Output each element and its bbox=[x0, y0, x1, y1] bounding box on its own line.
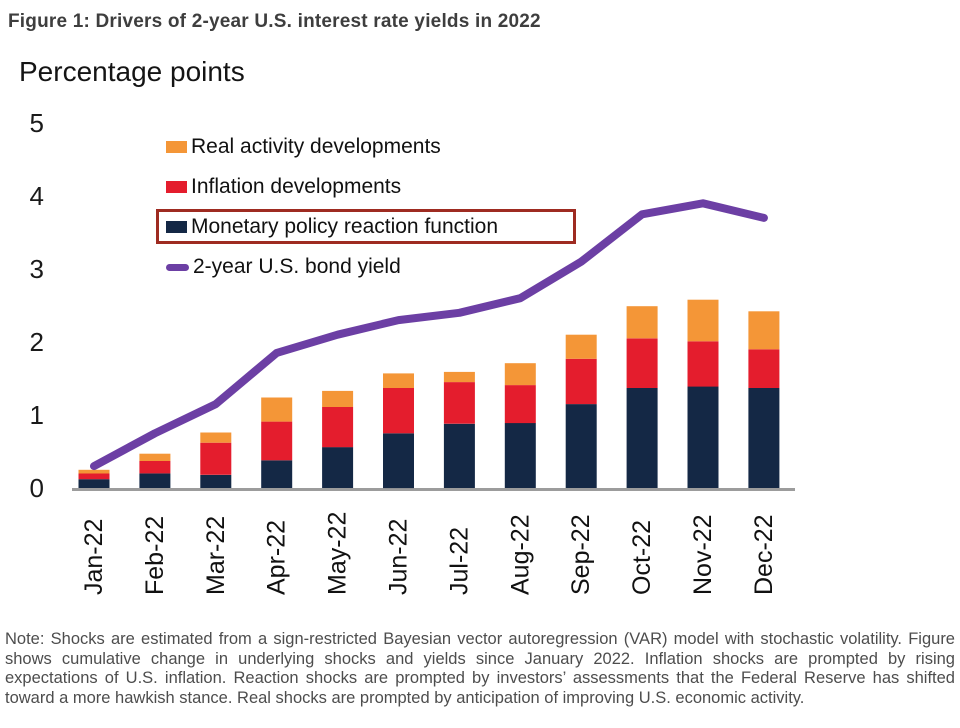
real-activity-swatch bbox=[166, 141, 187, 153]
bar-segment bbox=[748, 349, 780, 388]
x-tick-label: May-22 bbox=[324, 512, 352, 595]
bar-segment bbox=[565, 358, 597, 405]
x-tick-label: Oct-22 bbox=[628, 520, 656, 595]
bar-segment bbox=[139, 461, 171, 474]
legend-item-inflation: Inflation developments bbox=[166, 167, 498, 207]
bar-segment bbox=[139, 453, 171, 461]
y-tick-label: 2 bbox=[30, 327, 44, 357]
figure-note: Note: Shocks are estimated from a sign-r… bbox=[5, 630, 955, 707]
legend-item-label: Inflation developments bbox=[191, 175, 402, 198]
bar-segment bbox=[748, 311, 780, 350]
y-tick-label: 3 bbox=[30, 254, 44, 284]
bar-segment bbox=[565, 334, 597, 359]
bar-segment bbox=[443, 382, 475, 424]
bar-segment bbox=[383, 433, 414, 489]
bar-segment bbox=[78, 479, 110, 488]
stacked-bar-line-chart: 0 1 2 3 4 5 Jan-22 Feb-22 Mar-22 Apr-22 May-22 Jun-… bbox=[30, 108, 795, 595]
bar-segment bbox=[687, 386, 719, 488]
bar-segment bbox=[322, 407, 354, 448]
bar-segment bbox=[322, 390, 354, 407]
bar-segment bbox=[261, 460, 293, 488]
bond-yield-line bbox=[90, 199, 768, 471]
bar-segment bbox=[443, 371, 475, 383]
bar-segment bbox=[748, 388, 780, 488]
x-tick-label: Mar-22 bbox=[202, 516, 230, 595]
legend-item-real-activity: Real activity developments bbox=[166, 127, 498, 167]
bar-segment bbox=[504, 385, 536, 424]
bar-segment bbox=[78, 469, 110, 474]
bar-segment bbox=[200, 432, 232, 443]
bar-segment bbox=[504, 423, 536, 488]
inflation-swatch bbox=[166, 181, 187, 193]
x-tick-label: Nov-22 bbox=[689, 514, 717, 595]
x-tick-label: Jun-22 bbox=[385, 519, 413, 595]
bar-segment bbox=[687, 299, 719, 342]
bar-segment bbox=[200, 474, 232, 488]
legend-item-label: 2-year U.S. bond yield bbox=[193, 255, 401, 278]
y-axis-unit-label: Percentage points bbox=[19, 56, 245, 87]
bar-segment bbox=[261, 421, 293, 461]
bar-segment bbox=[383, 388, 414, 434]
x-tick-label: Jul-22 bbox=[445, 527, 473, 595]
legend-item-bond-yield: 2-year U.S. bond yield bbox=[166, 247, 498, 287]
bar-segment bbox=[565, 404, 597, 488]
y-tick-label: 5 bbox=[30, 108, 44, 138]
y-tick-label: 4 bbox=[30, 181, 44, 211]
bar-segment bbox=[383, 373, 414, 388]
x-tick-label: Jan-22 bbox=[80, 519, 108, 595]
bar-segment bbox=[626, 306, 658, 339]
y-tick-label: 1 bbox=[30, 400, 44, 430]
x-tick-label: Apr-22 bbox=[263, 520, 291, 595]
legend-item-label: Real activity developments bbox=[191, 135, 441, 158]
x-tick-label: Dec-22 bbox=[750, 514, 778, 595]
x-tick-label: Feb-22 bbox=[141, 516, 169, 595]
bond-yield-line-swatch bbox=[166, 263, 189, 271]
x-tick-label: Aug-22 bbox=[506, 514, 534, 595]
figure-title: Figure 1: Drivers of 2-year U.S. interes… bbox=[8, 11, 541, 32]
bar-segment bbox=[78, 473, 110, 480]
y-tick-label: 0 bbox=[30, 473, 44, 503]
bar-segment bbox=[443, 423, 475, 488]
bar-segment bbox=[687, 341, 719, 387]
legend-item-monetary-policy: Monetary policy reaction function bbox=[156, 207, 576, 247]
bar-segment bbox=[200, 442, 232, 475]
bar-segment bbox=[322, 447, 354, 488]
bar-segment bbox=[261, 397, 293, 422]
bar-segment bbox=[626, 388, 658, 488]
bar-segment bbox=[139, 473, 171, 488]
x-tick-label: Sep-22 bbox=[567, 514, 595, 595]
legend-item-label: Monetary policy reaction function bbox=[191, 215, 498, 238]
bar-segment bbox=[626, 338, 658, 388]
chart-legend: Real activity developments Inflation dev… bbox=[156, 127, 576, 287]
monetary-policy-swatch bbox=[166, 221, 187, 233]
bar-segment bbox=[504, 363, 536, 386]
